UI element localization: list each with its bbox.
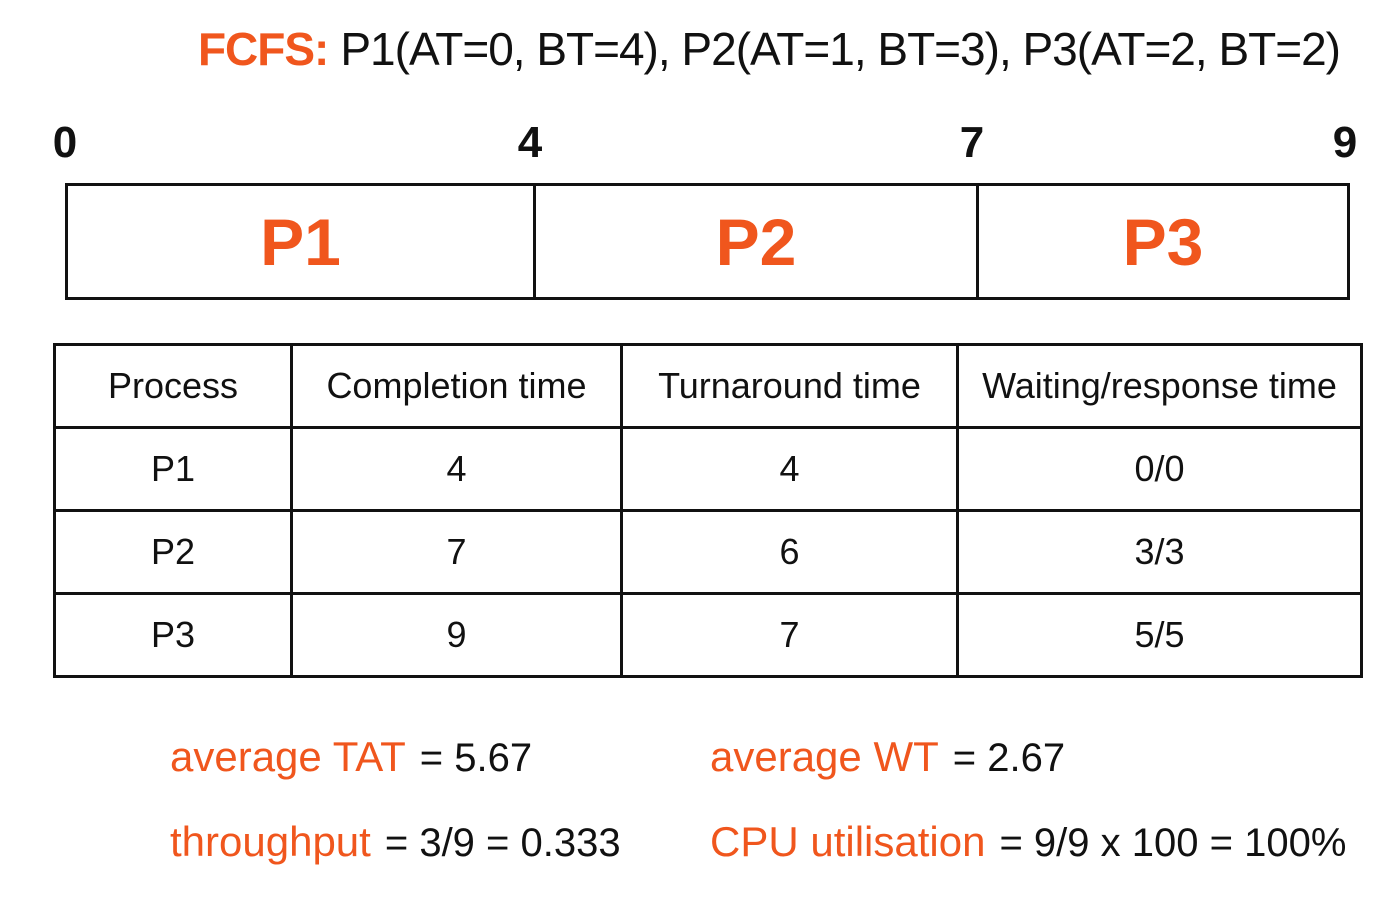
metric-label: CPU utilisation <box>710 818 986 865</box>
cell: 4 <box>290 426 623 512</box>
metric-expr: = 5.67 <box>419 736 533 780</box>
row: P1 4 4 0/0 <box>53 426 1363 512</box>
metric: average TAT = 5.67 <box>170 733 532 781</box>
gantt-tick: 7 <box>959 118 985 167</box>
metric-label: throughput <box>170 818 371 865</box>
cell: P1 <box>53 426 293 512</box>
cell: 4 <box>620 426 959 512</box>
metric-label: average TAT <box>170 733 406 780</box>
cell: 6 <box>620 509 959 595</box>
gantt-tick: 0 <box>52 118 78 167</box>
gantt-chart: P1 P2 P3 <box>65 183 1350 300</box>
cell: P2 <box>53 509 293 595</box>
metric: throughput = 3/9 = 0.333 <box>170 818 621 866</box>
title: FCFS: P1(AT=0, BT=4), P2(AT=1, BT=3), P3(… <box>0 22 1341 76</box>
metric-expr: = 2.67 <box>952 736 1066 780</box>
row: P2 7 6 3/3 <box>53 509 1363 595</box>
header-cell: Process <box>53 343 293 429</box>
gantt-block: P3 <box>976 186 1347 297</box>
cell: 7 <box>620 592 959 678</box>
cell: 0/0 <box>956 426 1363 512</box>
metric-expr: = 3/9 = 0.333 <box>384 821 621 865</box>
header-cell: Waiting/response time <box>956 343 1363 429</box>
gantt-block: P1 <box>260 204 341 279</box>
cell: 5/5 <box>956 592 1363 678</box>
title-label: FCFS: <box>197 23 329 75</box>
gantt-tick: 9 <box>1332 118 1358 167</box>
metric: average WT = 2.67 <box>710 733 1065 781</box>
metric-label: average WT <box>710 733 939 780</box>
gantt-block: P2 <box>533 186 976 297</box>
cell: 9 <box>290 592 623 678</box>
header-row: Process Completion time Turnaround time … <box>53 343 1363 429</box>
metric-expr: = 9/9 x 100 = 100% <box>999 821 1347 865</box>
row: P3 9 7 5/5 <box>53 592 1363 678</box>
cell: 7 <box>290 509 623 595</box>
title-text: P1(AT=0, BT=4), P2(AT=1, BT=3), P3(AT=2,… <box>340 23 1341 75</box>
gantt-tick: 4 <box>517 118 543 167</box>
cell: 3/3 <box>956 509 1363 595</box>
results-table: Process Completion time Turnaround time … <box>53 343 1363 678</box>
header-cell: Turnaround time <box>620 343 959 429</box>
metric: CPU utilisation = 9/9 x 100 = 100% <box>710 818 1346 866</box>
header-cell: Completion time <box>290 343 623 429</box>
cell: P3 <box>53 592 293 678</box>
